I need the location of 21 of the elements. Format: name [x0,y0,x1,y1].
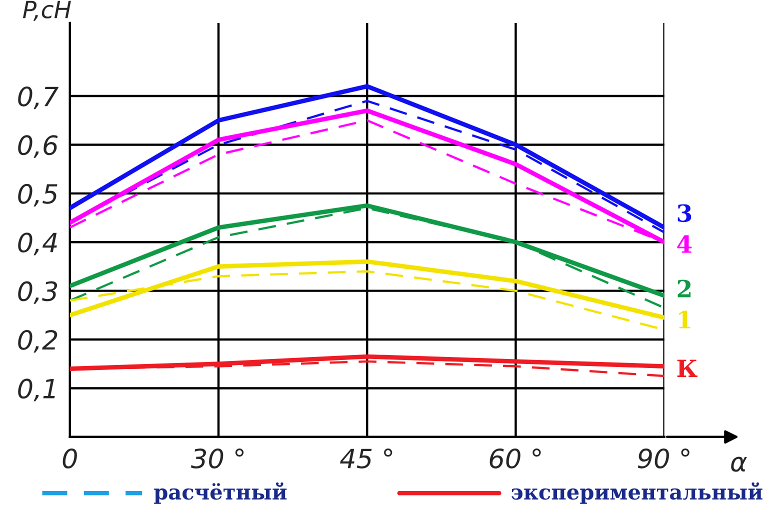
series-label: К [677,360,698,377]
y-tick-label: 0,7 [18,86,59,110]
text: расчётный [154,482,287,504]
y-tick-label: 0,1 [18,378,55,402]
y-tick-label: 0,2 [18,330,58,353]
y-tick-label: 0,6 [18,135,58,158]
x-tick-label: 30 ° [190,448,244,468]
series-label: 3 [678,204,692,222]
x-tick-label: 60 ° [490,448,541,468]
series-label: 4 [677,235,692,253]
x-tick-label: 0 [62,448,77,468]
x-tick-label: 45 ° [340,448,392,468]
series-label: 1 [679,310,690,328]
x-axis-title: α [731,456,747,472]
series-label: 2 [678,280,691,298]
y-tick-label: 0,3 [18,281,58,304]
y-tick-label: 0,4 [18,232,57,256]
x-tick-label: 90 ° [638,448,690,468]
y-tick-label: 0,5 [18,184,58,207]
y-axis-title: P,cH [22,0,71,21]
text: экспериментальный [512,482,762,504]
